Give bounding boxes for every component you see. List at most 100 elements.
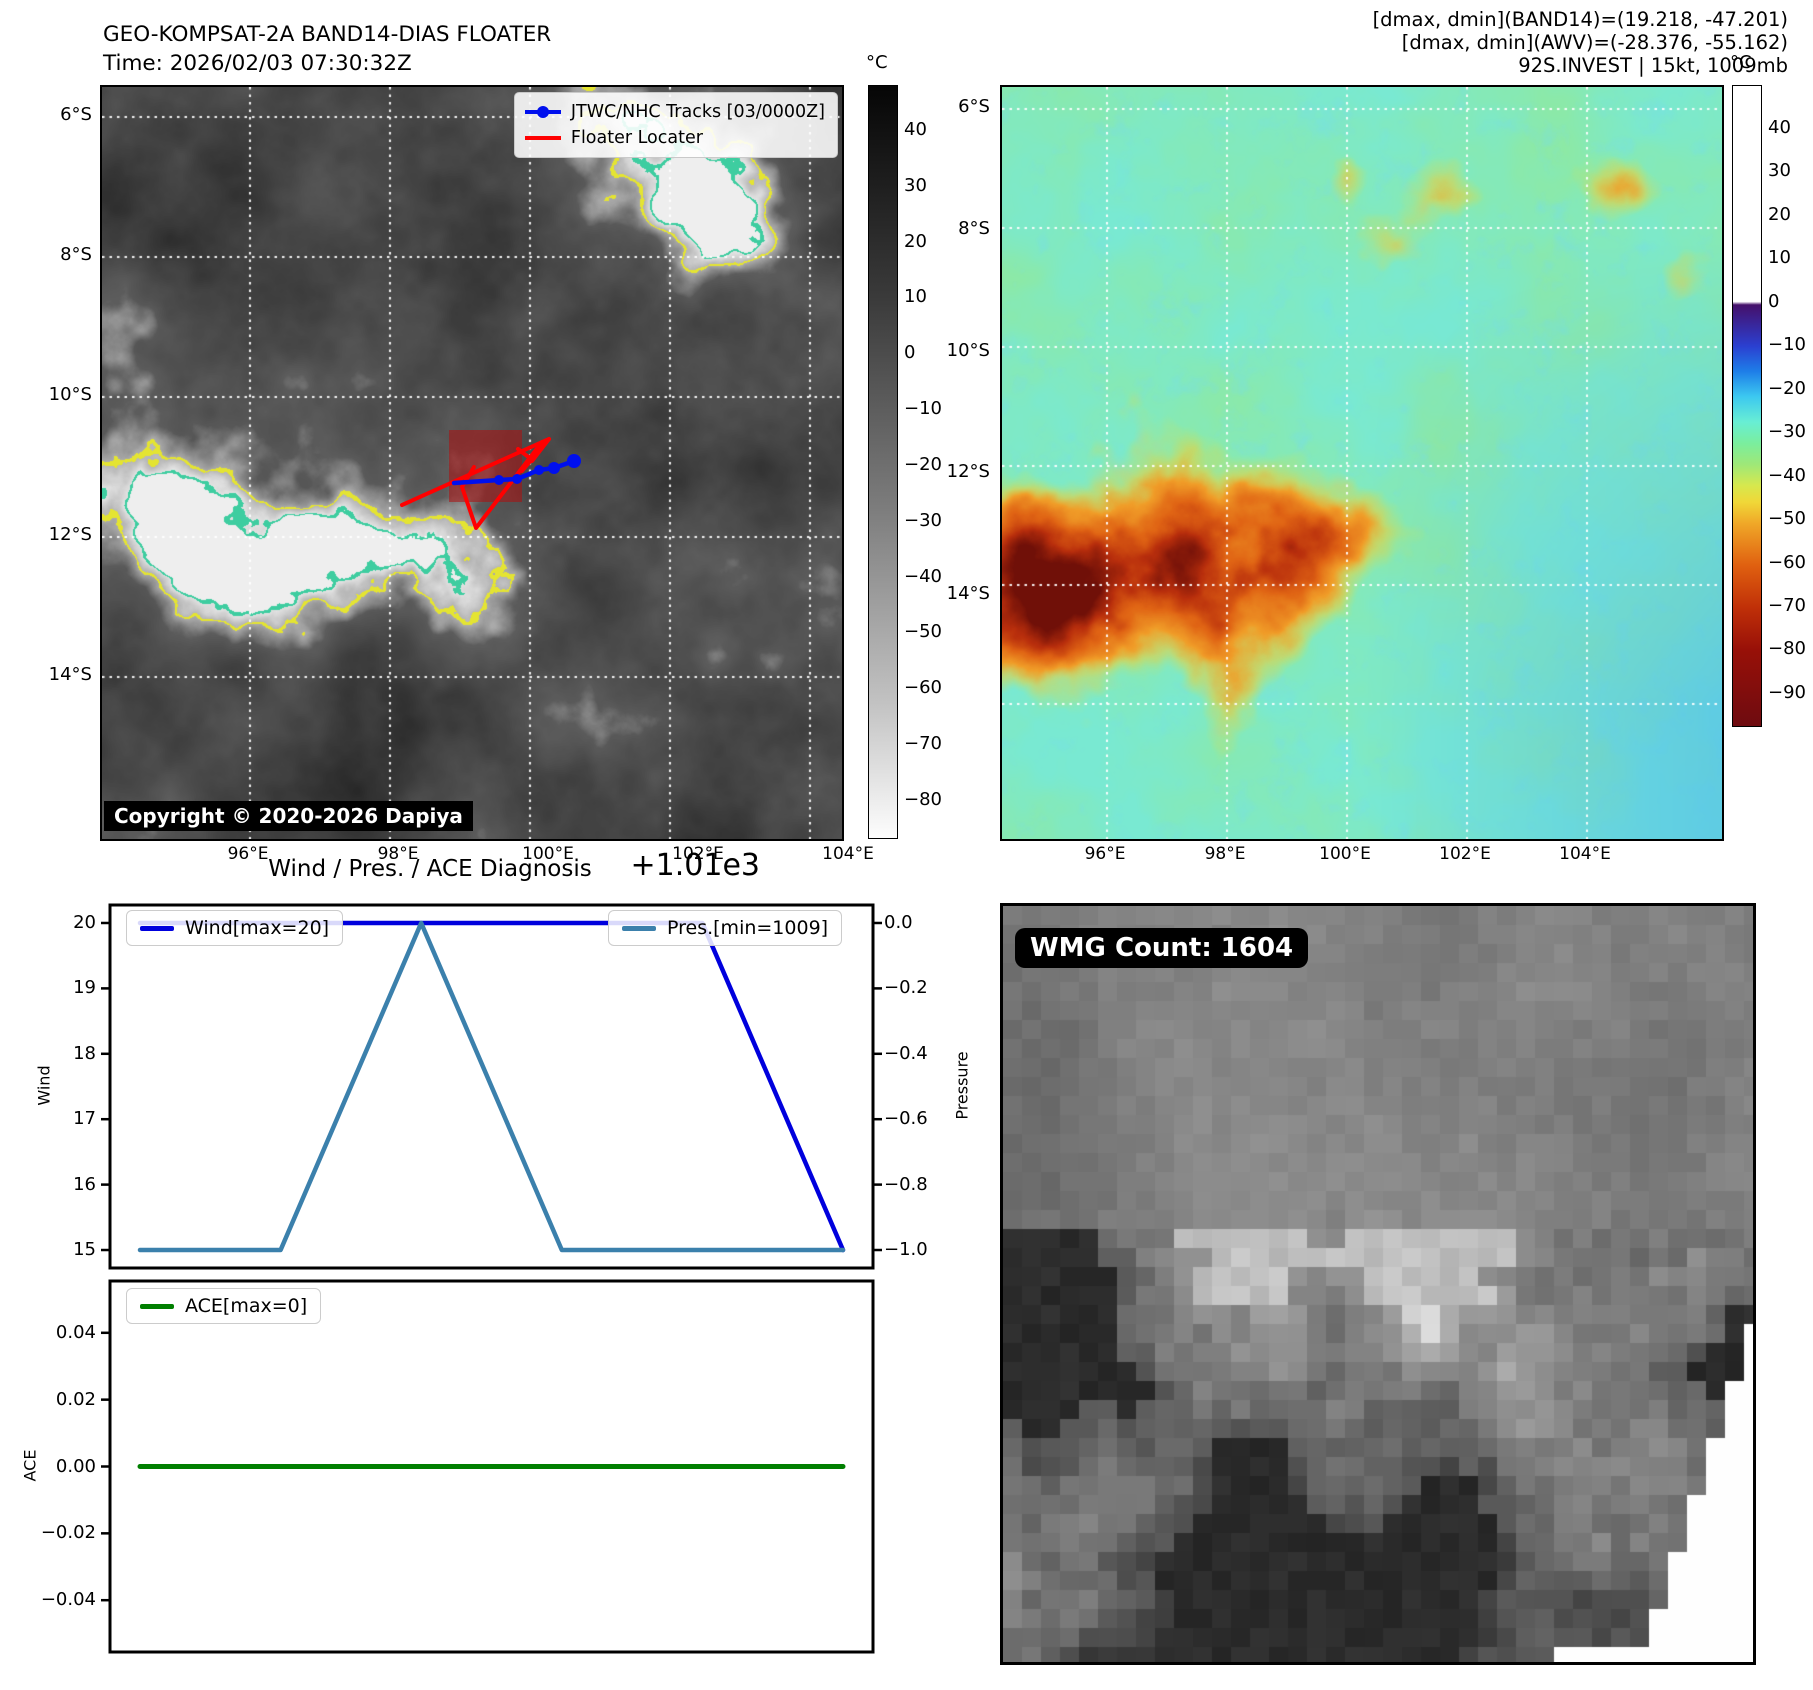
- copyright-badge: Copyright © 2020-2026 Dapiya: [104, 801, 473, 831]
- floater-locater-line: [460, 440, 544, 530]
- pressure-axis-label: Pressure: [952, 1051, 972, 1120]
- legend-floater-label: Floater Locater: [570, 128, 703, 148]
- colorbar-tick-label: −20: [904, 453, 942, 475]
- awv-colorbar-ticks: 40 30 20 10 0 −10 −20 −30 −40 −50 −60 −70 −80 −90: [1768, 117, 1813, 704]
- pressure-axis-offset-label: +1.01e3: [630, 848, 760, 883]
- pressure-tick-label: −1.0: [884, 1238, 928, 1260]
- pressure-y-axis: 0.0 −0.2 −0.4 −0.6 −0.8 −1.0: [884, 912, 944, 1261]
- pressure-tick-label: −0.4: [884, 1042, 928, 1064]
- ace-tick-label: 0.02: [55, 1388, 96, 1410]
- lon-tick-label: 104°E: [822, 844, 874, 864]
- ace-legend-label: ACE[max=0]: [185, 1295, 308, 1317]
- ace-axes: [108, 1279, 875, 1654]
- lat-tick-label: 14°S: [48, 664, 92, 685]
- track-line-swatch-icon: [524, 106, 561, 118]
- diagnosis-chart-title: Wind / Pres. / ACE Diagnosis: [268, 856, 592, 882]
- awv-enhanced-map: [1000, 85, 1724, 841]
- awv-info-block: [dmax, dmin](BAND14)=(19.218, -47.201) […: [1100, 8, 1788, 77]
- wind-tick-label: 19: [73, 977, 96, 999]
- lon-tick-label: 100°E: [522, 844, 574, 864]
- floater-locater-line: [516, 437, 551, 473]
- jtwc-track-point: [512, 474, 522, 484]
- wmg-pixel-map: WMG Count: 1604: [1000, 903, 1756, 1665]
- map-legend: JTWC/NHC Tracks [03/0000Z] Floater Locat…: [513, 92, 838, 158]
- wmg-count-badge: WMG Count: 1604: [1015, 928, 1309, 968]
- ace-tick-label: 0.04: [55, 1322, 96, 1343]
- colorbar-tick-label: −10: [1768, 334, 1806, 356]
- lat-tick-label: 6°S: [958, 96, 990, 117]
- wind-tick-label: 20: [73, 912, 96, 933]
- lon-tick-label: 102°E: [1439, 844, 1491, 864]
- jtwc-track-point: [567, 454, 581, 468]
- lon-tick-label: 98°E: [377, 844, 419, 864]
- band14-colorbar-unit: °C: [866, 52, 888, 73]
- lat-tick-label: 12°S: [48, 524, 92, 545]
- colorbar-tick-label: −20: [1768, 377, 1806, 399]
- wind-y-axis: 20 19 18 17 16 15: [38, 912, 96, 1261]
- ace-y-axis: 0.04 0.02 0.00 −0.02 −0.04: [28, 1322, 96, 1611]
- colorbar-tick-label: −70: [904, 733, 942, 755]
- colorbar-tick-label: −60: [1768, 551, 1806, 573]
- lat-tick-label: 10°S: [946, 339, 990, 361]
- wind-tick-label: 15: [73, 1238, 96, 1260]
- jtwc-track-point: [494, 475, 504, 485]
- colorbar-tick-label: −70: [1768, 594, 1806, 616]
- colorbar-tick-label: 30: [904, 174, 927, 196]
- colorbar-tick-label: 0: [904, 342, 916, 364]
- lon-tick-label: 102°E: [672, 844, 724, 864]
- lon-tick-label: 96°E: [227, 844, 269, 864]
- ace-tick-label: −0.02: [40, 1522, 96, 1544]
- colorbar-tick-label: −10: [904, 398, 942, 420]
- series-line-wind: [137, 920, 846, 1253]
- lat-tick-label: 8°S: [958, 217, 990, 239]
- band14-title-block: GEO-KOMPSAT-2A BAND14-DIAS FLOATER Time:…: [103, 20, 551, 78]
- lat-tick-label: 10°S: [48, 384, 92, 405]
- colorbar-tick-label: −60: [904, 677, 942, 699]
- colorbar-tick-label: −30: [1768, 421, 1806, 443]
- pressure-legend-label: Pres.[min=1009]: [667, 917, 829, 939]
- lat-tick-label: 8°S: [60, 244, 92, 265]
- lat-tick-label: 6°S: [60, 104, 92, 125]
- band14-lon-axis: 96°E 98°E 100°E 102°E 104°E: [206, 844, 890, 864]
- colorbar-tick-label: −40: [1768, 464, 1806, 486]
- colorbar-tick-label: 40: [1768, 117, 1791, 138]
- wind-pressure-axes: [108, 903, 875, 1270]
- colorbar-tick-label: −80: [904, 788, 942, 810]
- colorbar-tick-label: −50: [1768, 508, 1806, 530]
- colorbar-tick-label: 10: [1768, 247, 1791, 269]
- colorbar-tick-label: 30: [1768, 160, 1791, 182]
- legend-floater-row: Floater Locater: [524, 125, 825, 151]
- ace-legend: ACE[max=0]: [126, 1288, 322, 1324]
- ace-line-swatch-icon: [140, 1303, 174, 1309]
- pressure-tick-label: −0.8: [884, 1173, 928, 1195]
- band14-colorbar: [868, 85, 898, 839]
- wind-tick-label: 17: [73, 1108, 96, 1130]
- pressure-tick-label: 0.0: [884, 912, 913, 933]
- lon-tick-label: 104°E: [1559, 844, 1611, 864]
- floater-line-swatch-icon: [524, 136, 561, 140]
- ace-tick-label: −0.04: [40, 1589, 96, 1610]
- wind-line-swatch-icon: [140, 925, 174, 931]
- colorbar-tick-label: −80: [1768, 638, 1806, 660]
- band14-range-readout: [dmax, dmin](BAND14)=(19.218, -47.201): [1372, 8, 1788, 31]
- colorbar-tick-label: −40: [904, 565, 942, 587]
- colorbar-tick-label: 40: [904, 119, 927, 140]
- awv-satellite-canvas: [1002, 87, 1722, 839]
- colorbar-tick-label: −90: [1768, 681, 1806, 703]
- ace-tick-label: 0.00: [55, 1455, 96, 1477]
- wind-legend: Wind[max=20]: [126, 910, 344, 946]
- pressure-line-swatch-icon: [622, 925, 656, 931]
- pressure-tick-label: −0.6: [884, 1108, 928, 1130]
- invest-status-readout: 92S.INVEST | 15kt, 1009mb: [1518, 54, 1788, 77]
- colorbar-tick-label: 10: [904, 286, 927, 308]
- ace-axis-label: ACE: [20, 1449, 40, 1482]
- awv-range-readout: [dmax, dmin](AWV)=(-28.376, -55.162): [1401, 31, 1788, 54]
- jtwc-track-point: [534, 465, 544, 475]
- awv-colorbar-unit: °C: [1730, 52, 1752, 73]
- wind-tick-label: 18: [73, 1042, 96, 1064]
- colorbar-tick-label: −50: [904, 621, 942, 643]
- wind-axis-label: Wind: [34, 1065, 54, 1106]
- lat-tick-label: 12°S: [946, 461, 990, 483]
- lon-tick-label: 98°E: [1204, 844, 1246, 864]
